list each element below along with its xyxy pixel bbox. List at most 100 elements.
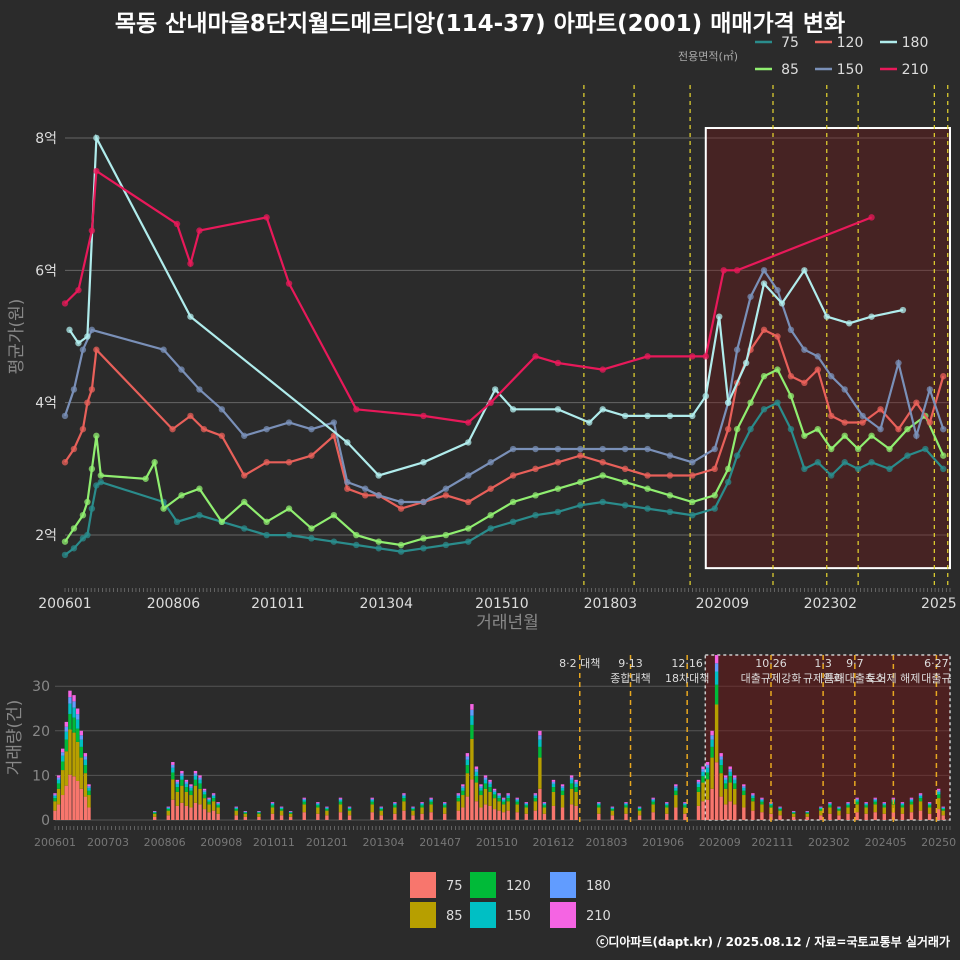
series-point-75 (88, 505, 96, 512)
bar-segment-150 (180, 775, 184, 780)
series-point-85 (644, 485, 651, 492)
bar-segment-120 (402, 798, 406, 802)
bar-segment-75 (53, 810, 57, 820)
bar-segment-150 (72, 707, 76, 718)
series-point-85 (487, 511, 494, 519)
bar-segment-120 (470, 724, 474, 739)
bar-segment-75 (216, 813, 220, 820)
bar-segment-85 (819, 810, 823, 816)
series-point-85 (599, 472, 606, 479)
bar-segment-150 (456, 795, 461, 799)
bar-segment-85 (624, 807, 628, 814)
bar-segment-120 (79, 746, 83, 758)
chart-title: 목동 산내마을8단지월드메르디앙(114-37) 아파트(2001) 매매가격 … (114, 11, 846, 37)
bar-segment-75 (193, 802, 198, 820)
bar-segment-180 (456, 794, 461, 796)
bar-segment-75 (538, 788, 542, 820)
bar-segment-150 (751, 795, 755, 799)
series-point-75 (711, 505, 718, 512)
bar-segment-85 (488, 791, 492, 806)
bar-segment-180 (211, 794, 216, 796)
bar-segment-210 (474, 766, 479, 770)
bar-segment-210 (207, 797, 211, 799)
bar-segment-210 (79, 730, 83, 736)
bar-segment-120 (542, 805, 547, 808)
bar-segment-150 (325, 807, 329, 810)
bar-segment-150 (769, 803, 773, 806)
y-tick-label: 4억 (35, 396, 57, 412)
bar-segment-75 (714, 762, 719, 820)
policy-label: 토허제 해제 (866, 671, 920, 685)
bar-segment-210 (941, 806, 945, 808)
bar-segment-180 (918, 794, 923, 796)
bar-segment-180 (637, 807, 642, 808)
series-point-150 (877, 425, 884, 433)
bar-segment-150 (778, 807, 782, 810)
bar-segment-210 (456, 793, 461, 795)
series-point-210 (689, 353, 696, 360)
bar-segment-210 (909, 797, 914, 799)
bar-segment-150 (189, 787, 193, 791)
series-point-75 (922, 445, 929, 453)
series-point-85 (420, 535, 427, 542)
bar-segment-150 (909, 799, 914, 802)
bar-segment-180 (325, 807, 329, 808)
series-point-75 (554, 508, 562, 516)
bar-segment-210 (805, 811, 809, 812)
series-point-210 (88, 227, 96, 234)
bar-segment-180 (927, 803, 932, 804)
bar-segment-150 (538, 739, 542, 747)
legend-swatch-75 (410, 872, 436, 898)
policy-label: 대출규 (921, 672, 951, 685)
series-point-210 (599, 366, 606, 373)
bar-segment-75 (791, 816, 796, 820)
bar-segment-120 (243, 812, 248, 814)
series-point-85 (97, 472, 105, 479)
bar-segment-75 (64, 785, 69, 820)
bar-segment-75 (819, 815, 823, 820)
y-tick-label: 20 (32, 724, 50, 740)
series-point-75 (787, 425, 795, 433)
bar-segment-85 (674, 795, 678, 808)
bar-segment-75 (411, 815, 415, 820)
bar-segment-180 (443, 803, 447, 804)
bar-segment-180 (574, 781, 578, 784)
series-point-150 (362, 485, 369, 492)
series-point-150 (940, 425, 947, 433)
bar-segment-210 (683, 802, 687, 804)
bar-segment-180 (936, 790, 941, 792)
series-point-120 (218, 432, 226, 439)
x-tick-label: 201803 (586, 836, 628, 849)
bar-segment-150 (918, 795, 923, 799)
bar-segment-85 (710, 757, 714, 789)
bar-segment-120 (216, 805, 220, 808)
series-point-210 (868, 214, 875, 221)
series-point-150 (926, 386, 934, 393)
bar-segment-150 (551, 783, 556, 788)
bar-segment-180 (393, 803, 397, 804)
series-point-150 (801, 346, 808, 353)
bar-segment-75 (429, 812, 433, 820)
bar-segment-180 (288, 811, 293, 813)
series-point-210 (733, 267, 741, 274)
bar-segment-85 (411, 810, 415, 816)
bar-segment-210 (828, 802, 832, 804)
series-point-150 (344, 478, 351, 486)
bar-segment-120 (279, 809, 284, 811)
policy-label: 6·27 (924, 657, 949, 670)
bar-segment-120 (778, 809, 782, 811)
bar-segment-75 (769, 813, 773, 820)
bar-segment-150 (524, 803, 528, 806)
bar-segment-210 (855, 797, 859, 799)
y-axis-label: 평균가(원) (7, 299, 27, 375)
bar-segment-120 (83, 765, 88, 774)
bar-segment-75 (569, 804, 574, 820)
series-point-150 (61, 412, 69, 420)
bar-segment-150 (515, 799, 519, 802)
x-tick-label: 201510 (475, 596, 528, 612)
bar-segment-180 (846, 803, 850, 804)
series-point-150 (554, 445, 562, 453)
series-point-180 (375, 472, 382, 479)
series-point-85 (375, 538, 382, 545)
series-point-75 (886, 465, 893, 473)
